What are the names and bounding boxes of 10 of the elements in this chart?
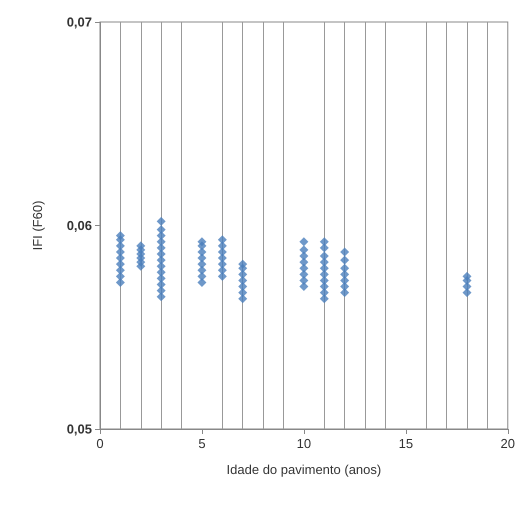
y-tick-label: 0,07 xyxy=(66,14,92,30)
x-axis-title: Idade do pavimento (anos) xyxy=(226,462,382,477)
y-tick-label: 0,06 xyxy=(66,218,92,233)
x-tick-label: 20 xyxy=(500,436,516,451)
x-tick-label: 0 xyxy=(96,436,104,451)
x-tick-label: 5 xyxy=(198,436,206,451)
x-tick-label: 10 xyxy=(296,436,312,451)
y-axis-title: IFI (F60) xyxy=(30,200,45,250)
y-tick-label: 0,05 xyxy=(66,422,92,436)
x-tick-label: 15 xyxy=(398,436,414,451)
